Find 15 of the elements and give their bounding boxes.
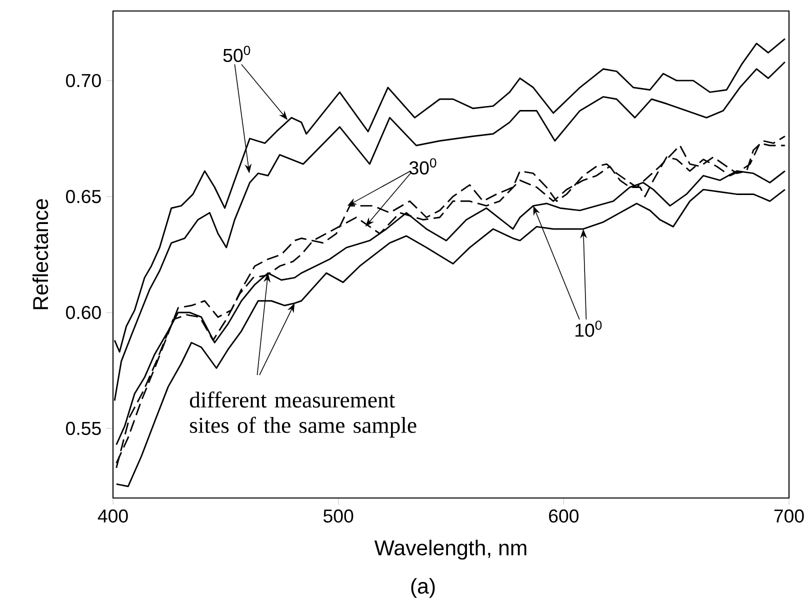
y-tick-label: 0.55	[66, 422, 101, 436]
annotation: 50$^{0}$	[223, 46, 250, 62]
x-tick-label: 600	[549, 509, 579, 523]
annotation: 10$^{0}$	[576, 320, 602, 337]
text: (a)	[411, 578, 435, 598]
y-tick-label: 0.65	[66, 190, 101, 204]
y-tick-label: 0.60	[66, 306, 101, 320]
annotation: different measurement sites of the same sample	[190, 391, 416, 438]
y-axis-title: Reflectance	[32, 199, 48, 310]
x-tick-label: 700	[774, 509, 804, 523]
x-axis-title: Wavelength, nm	[374, 540, 526, 560]
x-tick-label: 500	[324, 509, 354, 523]
y-tick-label: 0.70	[66, 74, 101, 88]
annotation: 30$^{0}$	[409, 158, 436, 175]
x-tick-label: 400	[98, 509, 128, 523]
